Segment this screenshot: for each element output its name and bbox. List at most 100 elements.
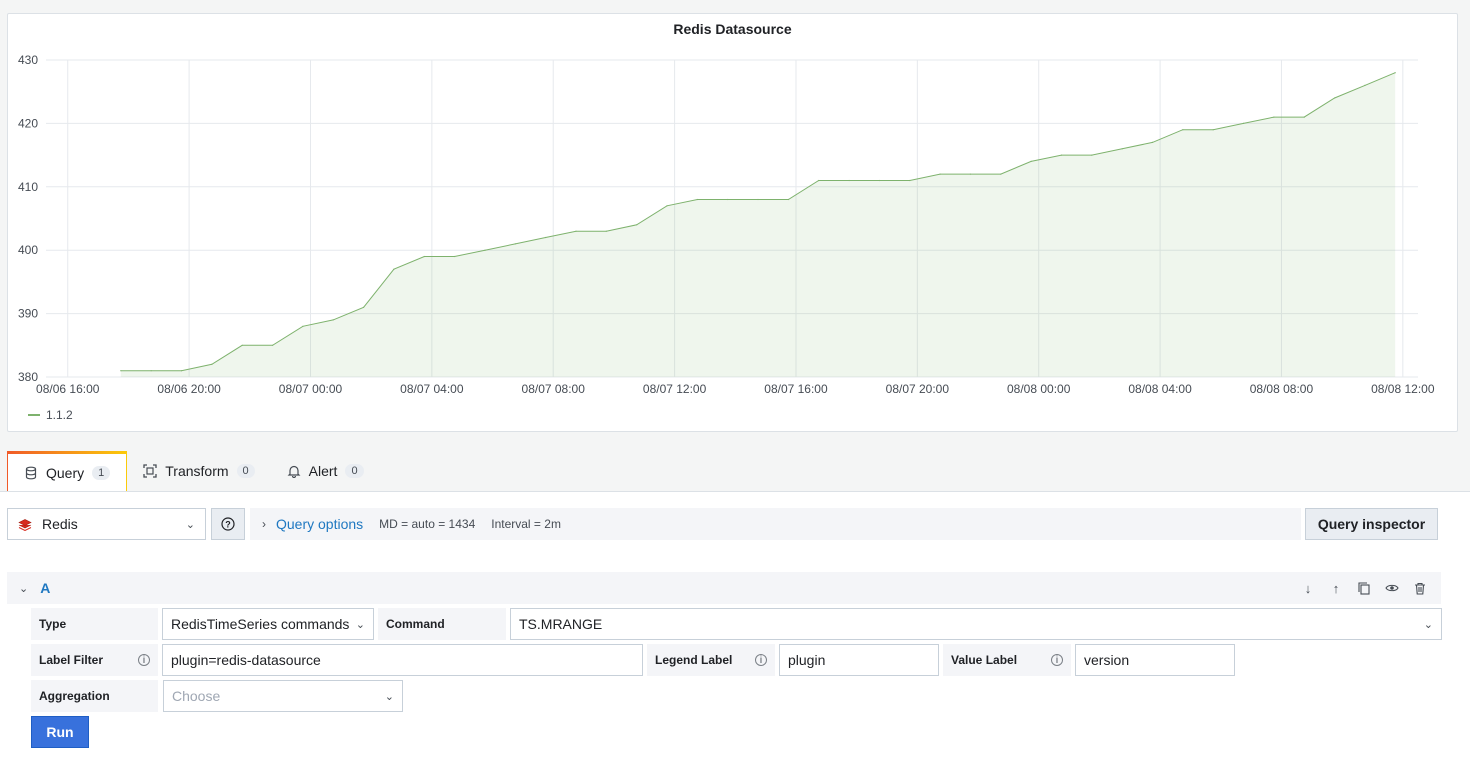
command-select-value: TS.MRANGE [519,616,603,632]
info-icon[interactable]: i [755,654,767,666]
datasource-name: Redis [42,516,78,532]
x-tick-label: 08/08 08:00 [1250,382,1314,396]
aggregation-select[interactable]: Choose ⌄ [163,680,403,712]
tab-alert[interactable]: Alert 0 [271,451,380,491]
label-filter-input[interactable]: plugin=redis-datasource [162,644,643,676]
query-ref-id[interactable]: A [40,580,51,596]
move-down-icon[interactable]: ↓ [1304,580,1312,596]
x-tick-label: 08/07 12:00 [643,382,707,396]
data-point [666,205,668,207]
info-icon[interactable]: i [138,654,150,666]
y-tick-label: 420 [18,116,38,130]
help-button[interactable]: ? [211,508,245,540]
data-point [727,198,729,201]
query-row-actions: ↓ ↑ [1299,579,1429,597]
legend-label-label-text: Legend Label [655,653,733,667]
aggregation-placeholder: Choose [172,688,221,704]
x-tick-label: 08/08 04:00 [1128,382,1192,396]
type-label-text: Type [39,617,67,631]
query-options-md: MD = auto = 1434 [379,517,476,531]
data-point [1273,116,1275,118]
tab-transform-count: 0 [236,464,255,478]
move-up-icon[interactable]: ↑ [1332,580,1340,596]
svg-text:?: ? [225,520,231,530]
aggregation-label-text: Aggregation [39,689,110,703]
tab-transform-label: Transform [165,463,229,479]
label-filter-label: Label Filter i [31,644,158,676]
chevron-down-icon: ⌄ [1417,617,1433,631]
data-point [120,370,122,372]
tab-query-label: Query [46,465,85,481]
eye-icon[interactable] [1383,579,1401,597]
trash-icon[interactable] [1411,579,1429,597]
legend-label-label: Legend Label i [647,644,775,676]
type-select[interactable]: RedisTimeSeries commands ⌄ [162,608,374,640]
data-point [1151,141,1154,143]
data-point [1394,72,1396,74]
query-options-bar[interactable]: › Query options MD = auto = 1434 Interva… [250,508,1301,540]
data-point [211,363,213,365]
data-point [514,243,516,245]
data-point [363,306,365,308]
data-point [787,198,790,201]
data-point [272,344,274,346]
help-icon: ? [221,517,235,531]
series-area [120,72,1396,377]
data-point [757,198,759,201]
data-point [423,255,425,258]
chevron-down-icon: ⌄ [185,518,195,531]
type-select-value: RedisTimeSeries commands [171,616,350,632]
query-options-interval: Interval = 2m [491,517,561,531]
info-icon[interactable]: i [1051,654,1063,666]
y-tick-label: 400 [18,243,38,257]
data-point [636,224,638,226]
data-point [1091,154,1093,156]
datasource-picker[interactable]: Redis ⌄ [7,508,206,540]
value-label-label-text: Value Label [951,653,1018,667]
data-point [1334,97,1336,99]
x-tick-label: 08/07 20:00 [886,382,950,396]
data-point [909,179,911,182]
legend-label-input[interactable]: plugin [779,644,939,676]
chevron-down-icon: ⌄ [349,617,365,631]
chevron-right-icon: › [262,517,266,531]
command-label: Command [378,608,506,640]
value-label-input[interactable]: version [1075,644,1235,676]
query-inspector-button[interactable]: Query inspector [1305,508,1438,540]
data-point [1182,129,1184,131]
command-select[interactable]: TS.MRANGE ⌄ [510,608,1442,640]
data-point [1121,148,1123,150]
x-tick-label: 08/06 20:00 [157,382,221,396]
data-point [605,230,607,232]
database-icon [25,466,37,480]
x-tick-label: 08/06 16:00 [36,382,100,396]
data-point [180,370,183,372]
data-point [484,249,486,251]
label-filter-label-text: Label Filter [39,653,104,667]
type-label: Type [31,608,158,640]
data-point [818,179,820,182]
query-row-header: ⌄ A ↓ ↑ [7,572,1441,604]
data-point [332,319,334,321]
data-point [241,344,243,346]
chart-legend[interactable]: 1.1.2 [28,408,73,422]
x-tick-label: 08/08 12:00 [1371,382,1435,396]
query-options-title[interactable]: Query options [276,516,364,532]
y-tick-label: 380 [18,370,38,384]
tab-query[interactable]: Query 1 [7,451,128,492]
aggregation-label: Aggregation [31,680,158,712]
data-point [969,173,972,175]
run-button[interactable]: Run [31,716,89,748]
tab-alert-count: 0 [345,464,364,478]
duplicate-icon[interactable] [1355,579,1373,597]
data-point [302,325,304,327]
legend-series-name: 1.1.2 [46,408,73,422]
line-chart: 380 390 400 410 420 430 08/06 16:00 08/06 20:00… [18,53,1435,396]
data-point [545,236,547,239]
data-point [575,230,577,232]
graph-panel: Redis Datasource 380 390 400 410 420 430 08/06… [7,13,1458,432]
chart-title: Redis Datasource [673,21,792,37]
transform-icon [143,464,157,478]
collapse-chevron-icon[interactable]: ⌄ [19,582,29,595]
tab-transform[interactable]: Transform 0 [127,451,270,491]
